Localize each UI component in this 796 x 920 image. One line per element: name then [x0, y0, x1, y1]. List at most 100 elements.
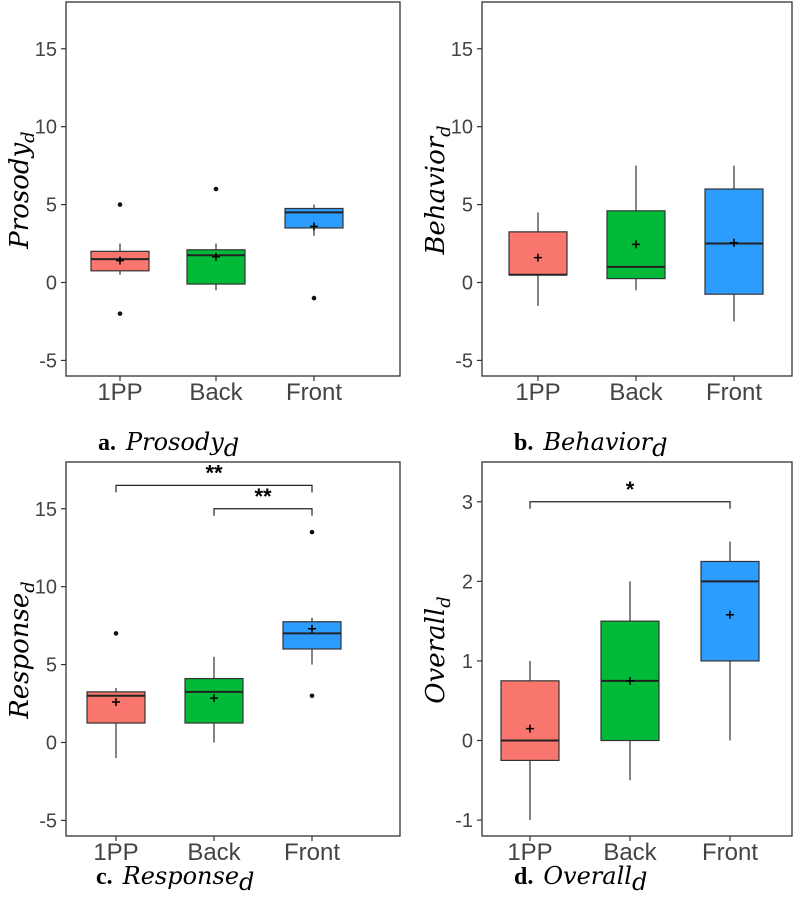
outlier-point [309, 693, 315, 699]
y-axis-label: Prosodyd [5, 131, 39, 249]
x-tick-label: Back [603, 839, 657, 866]
outlier-point [113, 631, 119, 636]
panel-caption-name: Overall [543, 862, 632, 890]
box-1pp [508, 212, 568, 306]
mean-marker [534, 253, 542, 262]
y-tick-label: 15 [35, 499, 57, 521]
significance-bracket [115, 484, 313, 493]
box-1pp [500, 660, 560, 821]
panel-caption-name: Response [122, 862, 239, 890]
x-tick-label: 1PP [97, 379, 142, 406]
mean-marker [116, 256, 124, 265]
y-axis-label-sub: d [18, 131, 39, 143]
y-axis-label: Responsed [5, 581, 39, 720]
panel-caption: d. Overalld [514, 862, 647, 896]
iqr-box [500, 680, 560, 762]
x-tick-label: Front [706, 379, 762, 406]
significance-bracket [213, 508, 313, 516]
y-axis-label-sub: d [18, 581, 39, 593]
y-axis-label-base: Behavior [421, 135, 451, 255]
y-tick-label: -5 [455, 350, 473, 372]
y-tick-label: -1 [455, 810, 473, 832]
y-tick-label: 2 [462, 571, 473, 593]
panel-caption-sub: d [632, 868, 647, 896]
y-tick-label: 10 [451, 117, 473, 139]
mean-marker [632, 240, 640, 249]
panel-caption-sub: d [652, 434, 667, 462]
y-tick-label: 1 [462, 651, 473, 673]
box-back [600, 581, 660, 781]
x-tick-label: Back [187, 839, 241, 866]
x-tick-label: Back [189, 379, 243, 406]
plot-frame [65, 461, 401, 837]
y-tick-label: -5 [39, 350, 57, 372]
plot-frame [65, 1, 401, 377]
box-front [284, 204, 344, 301]
mean-marker [626, 676, 634, 685]
x-tick-label: Back [609, 379, 663, 406]
plot-frame [481, 461, 793, 837]
plot-frame [481, 1, 793, 377]
y-tick-label: 15 [451, 39, 473, 61]
panel-caption-name: Prosody [125, 428, 224, 456]
x-tick-label: 1PP [515, 379, 560, 406]
y-tick-label: 0 [46, 733, 57, 755]
mean-marker [730, 238, 738, 247]
iqr-box [508, 231, 568, 276]
box-back [606, 165, 666, 291]
y-axis-label-sub: d [434, 125, 455, 137]
x-tick-label: 1PP [507, 839, 552, 866]
box-front [704, 165, 764, 322]
box-front [282, 529, 342, 699]
y-axis-label: Overalld [421, 596, 455, 703]
panel-caption-name: Behavior [542, 428, 653, 456]
panel-caption-letter: b. [514, 430, 533, 456]
mean-marker [310, 222, 318, 231]
y-tick-label: 0 [462, 731, 473, 753]
y-tick-label: 0 [462, 273, 473, 295]
significance-label: ** [254, 484, 272, 509]
significance-bracket [529, 501, 731, 509]
mean-marker [726, 610, 734, 619]
y-axis-label: Behaviord [421, 125, 455, 255]
panel-caption-sub: d [224, 434, 239, 462]
x-tick-label: Front [284, 839, 340, 866]
outlier-point [117, 202, 123, 207]
y-tick-label: 15 [35, 39, 57, 61]
y-axis-label-base: Overall [421, 608, 451, 704]
y-tick-label: 3 [462, 492, 473, 514]
outlier-point [213, 186, 219, 192]
y-tick-label: 5 [462, 195, 473, 217]
mean-marker [526, 724, 534, 733]
box-front [700, 541, 760, 741]
mean-marker [308, 624, 316, 633]
panel-caption-letter: d. [514, 864, 533, 890]
y-tick-label: 10 [35, 117, 57, 139]
panel-caption-letter: c. [96, 864, 113, 890]
mean-marker [112, 697, 120, 706]
y-axis-label-sub: d [434, 596, 455, 608]
box-back [186, 186, 246, 291]
y-axis-label-base: Response [5, 593, 35, 720]
x-tick-label: 1PP [93, 839, 138, 866]
outlier-point [117, 311, 123, 316]
panel-caption-sub: d [239, 868, 254, 896]
y-tick-label: 0 [46, 273, 57, 295]
outlier-point [311, 295, 317, 301]
mean-marker [210, 694, 218, 703]
mean-marker [212, 252, 220, 261]
y-tick-label: 5 [46, 195, 57, 217]
y-tick-label: -5 [39, 810, 57, 832]
x-tick-label: Front [286, 379, 342, 406]
outlier-point [309, 529, 315, 535]
box-1pp [90, 202, 150, 316]
x-tick-label: Front [702, 839, 758, 866]
box-back [184, 656, 244, 743]
panel-caption: c. Responsed [96, 862, 254, 896]
y-tick-label: 5 [46, 655, 57, 677]
y-tick-label: 10 [35, 577, 57, 599]
